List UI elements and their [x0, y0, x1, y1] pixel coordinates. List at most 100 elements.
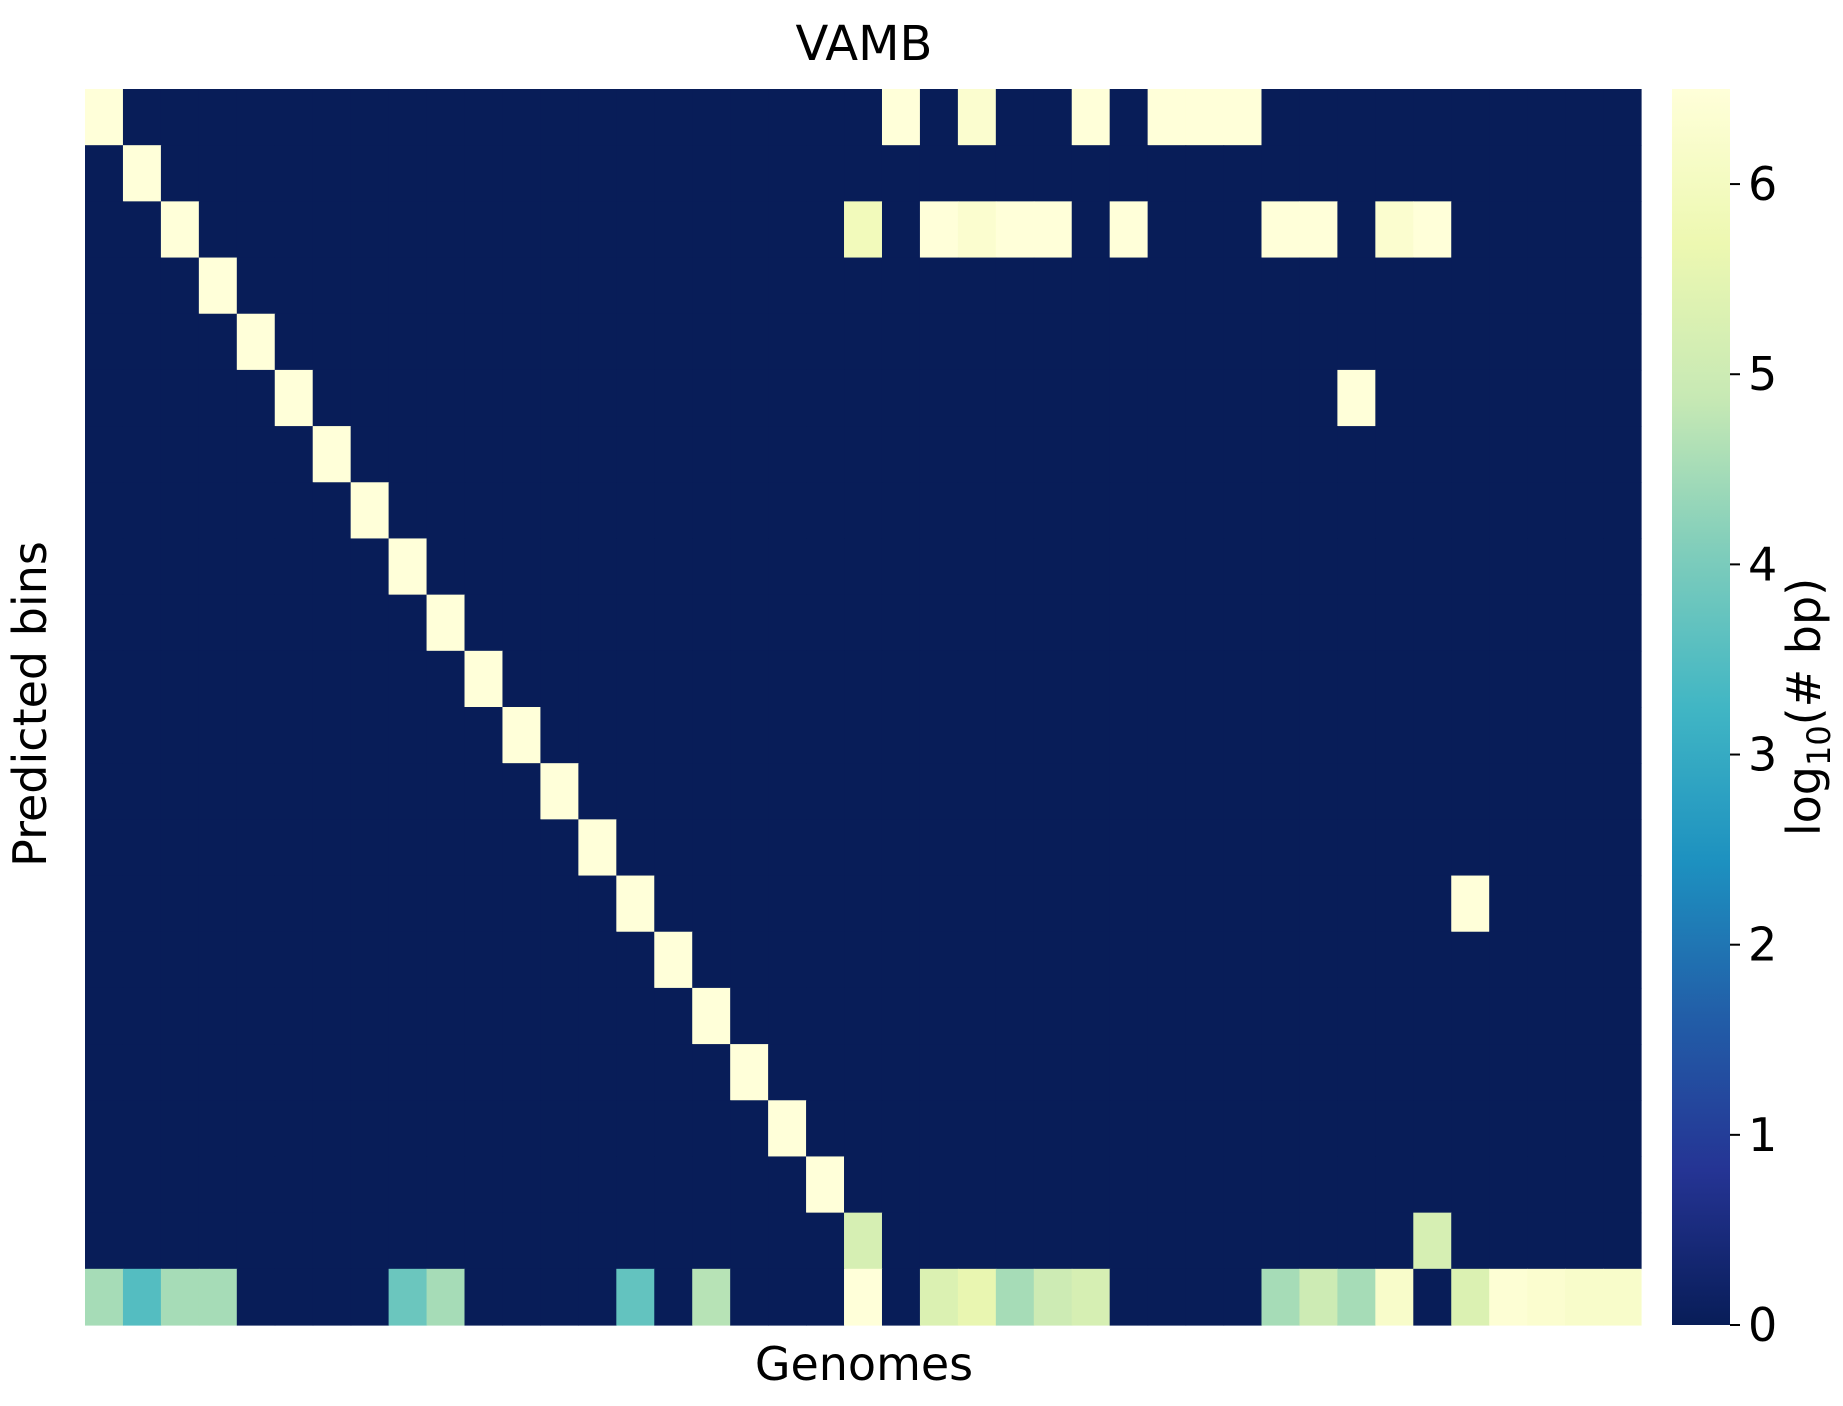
- heatmap-cell: [502, 257, 542, 315]
- heatmap-cell: [654, 931, 693, 989]
- heatmap-cell: [426, 707, 466, 764]
- heatmap-cell: [388, 819, 428, 877]
- heatmap-cell: [995, 1212, 1035, 1270]
- heatmap-cell: [654, 819, 693, 877]
- heatmap-cell: [1527, 1156, 1566, 1214]
- heatmap-cell: [654, 1156, 693, 1214]
- heatmap-cell: [995, 426, 1035, 483]
- heatmap-cell: [1147, 482, 1187, 540]
- heatmap-cell: [1451, 426, 1490, 483]
- heatmap-cell: [844, 707, 883, 764]
- heatmap-cell: [198, 482, 238, 540]
- heatmap-cell: [85, 145, 124, 202]
- heatmap-cell: [1299, 819, 1338, 877]
- heatmap-cell: [1565, 1100, 1604, 1158]
- heatmap-cell: [730, 201, 769, 259]
- heatmap-cell: [1375, 1156, 1414, 1214]
- heatmap-cell: [312, 145, 352, 202]
- heatmap-cell: [1109, 538, 1149, 596]
- heatmap-cell: [236, 313, 276, 371]
- heatmap-cell: [919, 1212, 959, 1270]
- colorbar-tick-label: 5: [1748, 347, 1777, 401]
- heatmap-cell: [1261, 650, 1301, 708]
- heatmap-cell: [730, 482, 769, 540]
- heatmap-cell: [350, 482, 390, 540]
- heatmap-cell: [881, 594, 921, 652]
- heatmap-cell: [85, 987, 124, 1045]
- heatmap-cell: [1375, 201, 1414, 259]
- heatmap-cell: [1223, 1268, 1263, 1326]
- heatmap-cell: [1109, 1156, 1149, 1214]
- heatmap-cell: [1223, 707, 1263, 764]
- heatmap-cell: [1223, 538, 1263, 596]
- heatmap-cell: [388, 369, 428, 427]
- heatmap-cell: [844, 89, 883, 146]
- heatmap-cell: [806, 875, 845, 933]
- heatmap-cell: [1299, 1212, 1338, 1270]
- heatmap-cell: [122, 594, 162, 652]
- heatmap-cell: [1185, 707, 1225, 764]
- heatmap-cell: [578, 482, 617, 540]
- heatmap-cell: [350, 145, 390, 202]
- heatmap-cell: [1109, 1044, 1149, 1101]
- heatmap-cell: [1071, 707, 1111, 764]
- heatmap-cell: [1527, 89, 1566, 146]
- heatmap-cell: [1109, 763, 1149, 820]
- heatmap-cell: [957, 819, 997, 877]
- heatmap-cell: [1565, 1044, 1604, 1101]
- heatmap-cell: [236, 819, 276, 877]
- heatmap-cell: [806, 650, 845, 708]
- heatmap-cell: [654, 1044, 693, 1101]
- heatmap-cell: [426, 369, 466, 427]
- heatmap-cell: [236, 257, 276, 315]
- heatmap-cell: [1261, 987, 1301, 1045]
- heatmap-cell: [1451, 875, 1490, 933]
- heatmap-cell: [1185, 931, 1225, 989]
- heatmap-cell: [957, 931, 997, 989]
- heatmap-cell: [540, 650, 579, 708]
- heatmap-cell: [692, 89, 731, 146]
- heatmap-cell: [464, 1268, 504, 1326]
- heatmap-cell: [502, 313, 542, 371]
- heatmap-cell: [1337, 650, 1376, 708]
- heatmap-cell: [1413, 763, 1452, 820]
- heatmap-cell: [730, 1268, 769, 1326]
- heatmap-cell: [1375, 1044, 1414, 1101]
- heatmap-cell: [388, 426, 428, 483]
- heatmap-cell: [919, 1044, 959, 1101]
- heatmap-cell: [919, 1100, 959, 1158]
- heatmap-cell: [1527, 1268, 1566, 1326]
- heatmap-cell: [1489, 89, 1528, 146]
- heatmap-cell: [1033, 819, 1073, 877]
- heatmap-cell: [654, 1212, 693, 1270]
- heatmap-cell: [1223, 89, 1263, 146]
- heatmap-cell: [768, 931, 807, 989]
- heatmap-cell: [1413, 89, 1452, 146]
- heatmap-cell: [730, 89, 769, 146]
- heatmap-cell: [692, 819, 731, 877]
- heatmap-cell: [312, 89, 352, 146]
- heatmap-cell: [1033, 1100, 1073, 1158]
- heatmap-cell: [1109, 257, 1149, 315]
- colorbar-label-subscript: 10: [1800, 725, 1838, 766]
- heatmap-cell: [85, 201, 124, 259]
- heatmap-cell: [768, 369, 807, 427]
- heatmap-cell: [1451, 1268, 1490, 1326]
- heatmap-cell: [464, 763, 504, 820]
- heatmap-cell: [1071, 313, 1111, 371]
- heatmap-cell: [426, 650, 466, 708]
- heatmap-cell: [730, 538, 769, 596]
- heatmap-cell: [730, 707, 769, 764]
- heatmap-cell: [616, 482, 655, 540]
- heatmap-cell: [806, 594, 845, 652]
- heatmap-cell: [236, 1044, 276, 1101]
- colorbar-tick-label: 2: [1748, 918, 1777, 972]
- heatmap-cell: [1147, 650, 1187, 708]
- heatmap-cell: [919, 819, 959, 877]
- heatmap-cell: [730, 257, 769, 315]
- heatmap-cell: [616, 707, 655, 764]
- heatmap-cell: [350, 369, 390, 427]
- heatmap-cell: [730, 650, 769, 708]
- heatmap-cell: [502, 987, 542, 1045]
- heatmap-cell: [502, 145, 542, 202]
